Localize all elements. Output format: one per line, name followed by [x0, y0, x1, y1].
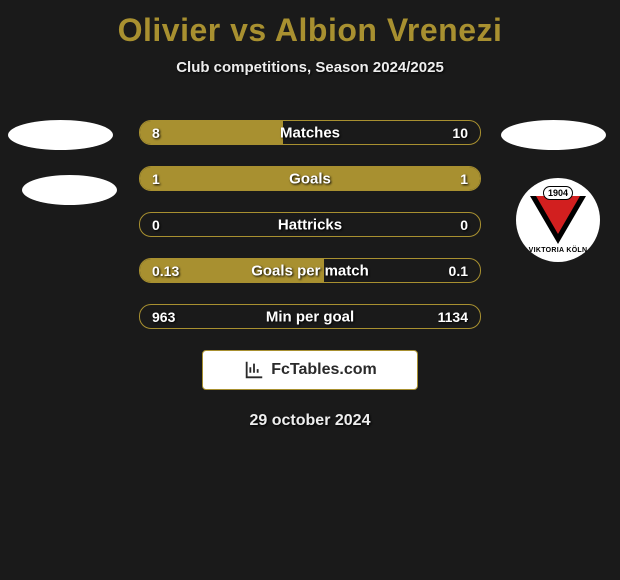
stat-bar-left	[140, 167, 310, 190]
stat-bar-left	[140, 121, 283, 144]
stat-value-left: 0.13	[152, 263, 179, 279]
subtitle: Club competitions, Season 2024/2025	[176, 59, 444, 76]
stat-bar-right	[310, 167, 480, 190]
stat-value-left: 963	[152, 309, 175, 325]
stat-value-right: 0.1	[449, 263, 468, 279]
brand-badge: FcTables.com	[202, 350, 418, 390]
badge-text: VIKTORIA KÖLN	[529, 247, 588, 254]
stat-label: Goals per match	[251, 262, 369, 279]
page-title: Olivier vs Albion Vrenezi	[118, 12, 503, 49]
player-right-logo-1	[501, 120, 606, 150]
stat-label: Goals	[289, 170, 331, 187]
stat-row: 963 1134 Min per goal	[139, 304, 481, 329]
chart-icon	[243, 359, 265, 381]
badge-year: 1904	[543, 186, 573, 200]
stat-value-left: 0	[152, 217, 160, 233]
stat-value-right: 1134	[438, 309, 468, 325]
stat-row: 0.13 0.1 Goals per match	[139, 258, 481, 283]
stat-row: 0 0 Hattricks	[139, 212, 481, 237]
stat-row: 1 1 Goals	[139, 166, 481, 191]
stat-label: Hattricks	[278, 216, 342, 233]
stat-row: 8 10 Matches	[139, 120, 481, 145]
stat-label: Min per goal	[266, 308, 354, 325]
player-left-logo-2	[22, 175, 117, 205]
date-label: 29 october 2024	[250, 412, 371, 430]
stat-value-right: 0	[460, 217, 468, 233]
stat-value-left: 8	[152, 125, 160, 141]
stat-value-left: 1	[152, 171, 160, 187]
player-left-logo-1	[8, 120, 113, 150]
brand-text: FcTables.com	[271, 361, 377, 379]
club-badge: 1904 VIKTORIA KÖLN	[516, 178, 600, 262]
stat-value-right: 1	[460, 171, 468, 187]
stat-value-right: 10	[452, 125, 468, 141]
stat-label: Matches	[280, 124, 340, 141]
